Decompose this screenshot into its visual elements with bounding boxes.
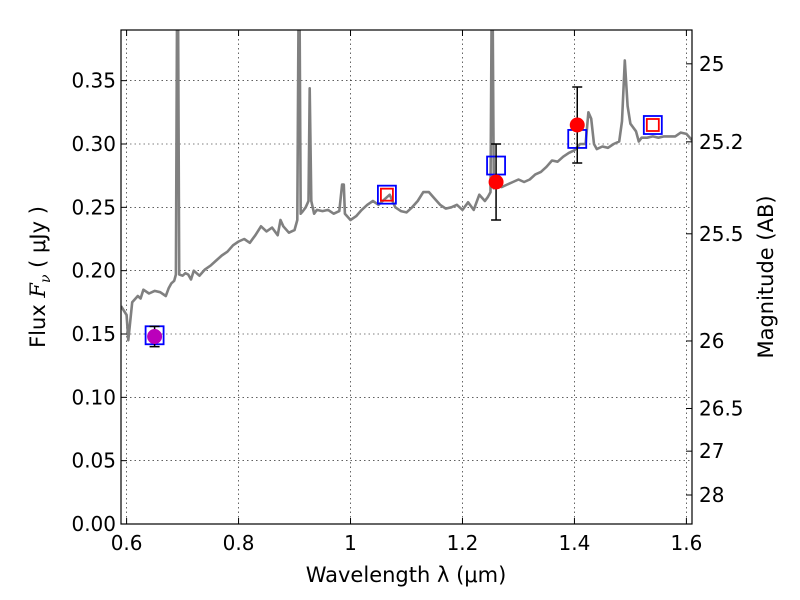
x-tick-label: 0.6 (111, 531, 143, 555)
y2-axis-label: Magnitude (AB) (754, 195, 778, 358)
x-tick-label: 1.2 (447, 531, 479, 555)
data-layer (121, 30, 692, 348)
purple-circle-marker (147, 329, 163, 345)
y-tick-label: 0.35 (71, 69, 116, 93)
y-tick-label: 0.30 (71, 132, 116, 156)
y-tick-label: 0.15 (71, 322, 116, 346)
blue-square-marker (642, 115, 663, 135)
ticks: 0.6 0.8 1 1.2 1.4 1.6 0.00 0.05 0.10 0.15 0.20 0.25… (71, 30, 744, 555)
y2-tick-label: 28 (699, 483, 724, 507)
y-axis-label-symbol: F (26, 282, 50, 299)
y-tick-label: 0.25 (71, 195, 116, 219)
y2-tick-label: 25 (699, 52, 724, 76)
y-tick-label: 0.10 (71, 385, 116, 409)
y2-tick-label: 26.5 (699, 396, 744, 420)
red-circle-marker (569, 117, 585, 133)
red-square-marker (380, 187, 394, 202)
y2-tick-label: 25.2 (699, 130, 744, 154)
y-axis-label-subscript: ν (38, 274, 54, 283)
y2-tick-label: 25.5 (699, 222, 744, 246)
x-tick-label: 0.8 (223, 531, 255, 555)
plot-frame (120, 29, 693, 525)
y-tick-label: 0.20 (71, 259, 116, 283)
blue-square-marker (377, 184, 397, 205)
x-tick-label: 1 (344, 531, 357, 555)
y-axis-label-units: ( μJy ) (26, 206, 50, 274)
y-axis-label: Flux Fν ( μJy ) (26, 206, 54, 348)
red-circle-marker (488, 174, 504, 190)
y-axis-label-prefix: Flux (26, 298, 50, 348)
y2-tick-label: 27 (699, 439, 724, 463)
plot-background (121, 30, 692, 524)
spectrum-line (121, 30, 692, 342)
y-tick-label: 0.00 (71, 512, 116, 536)
red-square-marker (645, 118, 660, 132)
x-axis-label: Wavelength λ (μm) (306, 563, 507, 587)
x-tick-label: 1.4 (559, 531, 591, 555)
y2-tick-label: 26 (699, 329, 724, 353)
y-tick-label: 0.05 (71, 449, 116, 473)
x-tick-label: 1.6 (670, 531, 702, 555)
